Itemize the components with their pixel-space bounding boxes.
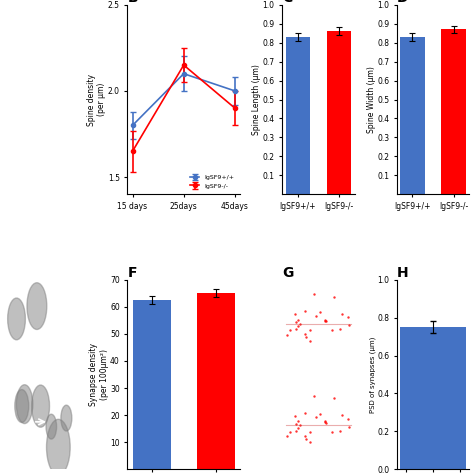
Point: [294, 316, 301, 323]
Point: [330, 394, 337, 402]
Point: [301, 307, 309, 315]
Point: [312, 413, 319, 421]
Circle shape: [16, 385, 33, 424]
Point: [292, 326, 300, 333]
Point: [291, 412, 299, 419]
Y-axis label: Spine Length (μm): Spine Length (μm): [252, 64, 261, 135]
Point: [321, 417, 328, 425]
Point: [316, 410, 324, 418]
Bar: [441, 29, 466, 194]
Circle shape: [32, 385, 49, 427]
Point: [291, 310, 299, 318]
Circle shape: [46, 419, 70, 474]
Point: [310, 291, 318, 298]
Point: [321, 316, 328, 323]
Bar: [327, 31, 351, 194]
Point: [316, 309, 324, 316]
Point: [301, 331, 309, 338]
Text: H: H: [397, 265, 409, 280]
Point: [302, 435, 310, 442]
Text: D: D: [397, 0, 409, 5]
Bar: [400, 37, 425, 194]
Point: [321, 317, 329, 325]
Point: [345, 322, 353, 329]
Text: B: B: [128, 0, 138, 5]
Circle shape: [8, 298, 26, 340]
Text: F: F: [128, 265, 137, 280]
Circle shape: [61, 405, 72, 431]
Point: [338, 310, 346, 318]
Point: [307, 327, 314, 334]
Point: [337, 427, 344, 435]
Point: [338, 411, 346, 419]
Point: [296, 421, 303, 429]
Point: [296, 320, 303, 328]
Point: [322, 318, 329, 325]
Bar: [400, 327, 466, 469]
Circle shape: [46, 414, 56, 439]
Point: [310, 392, 318, 400]
Point: [337, 326, 344, 333]
Point: [292, 319, 300, 326]
Y-axis label: PSD of synapses (μm): PSD of synapses (μm): [369, 336, 376, 413]
Text: C: C: [282, 0, 292, 5]
Point: [322, 419, 329, 427]
Point: [321, 418, 329, 426]
Point: [302, 333, 310, 341]
Point: [286, 428, 293, 435]
Point: [301, 409, 309, 416]
Text: IgSF9+/+: IgSF9+/+: [283, 289, 310, 294]
Point: [294, 322, 301, 330]
Point: [312, 312, 319, 319]
Point: [328, 428, 336, 436]
Point: [294, 424, 301, 431]
Bar: [285, 37, 310, 194]
Bar: [133, 300, 171, 469]
Point: [344, 314, 352, 321]
Point: [306, 438, 313, 446]
Point: [307, 428, 314, 436]
Text: G: G: [282, 265, 293, 280]
Point: [283, 331, 291, 338]
Point: [301, 432, 309, 440]
Point: [292, 427, 300, 434]
Y-axis label: Spine Width (μm): Spine Width (μm): [367, 66, 376, 133]
Point: [286, 326, 293, 334]
Text: IgSF9-/-: IgSF9-/-: [283, 390, 304, 395]
Point: [328, 327, 336, 334]
Y-axis label: Synapse density
(per 100μm²): Synapse density (per 100μm²): [89, 343, 109, 406]
Point: [344, 415, 352, 423]
Point: [345, 423, 353, 431]
Circle shape: [15, 390, 29, 422]
Point: [283, 432, 291, 440]
Point: [294, 417, 301, 425]
Point: [306, 337, 313, 344]
Bar: [197, 293, 235, 469]
Circle shape: [27, 283, 47, 329]
Y-axis label: Spine density
(per μm): Spine density (per μm): [87, 73, 106, 126]
Legend: IgSF9+/+, IgSF9-/-: IgSF9+/+, IgSF9-/-: [188, 172, 237, 191]
Point: [330, 293, 337, 301]
Point: [292, 420, 300, 428]
